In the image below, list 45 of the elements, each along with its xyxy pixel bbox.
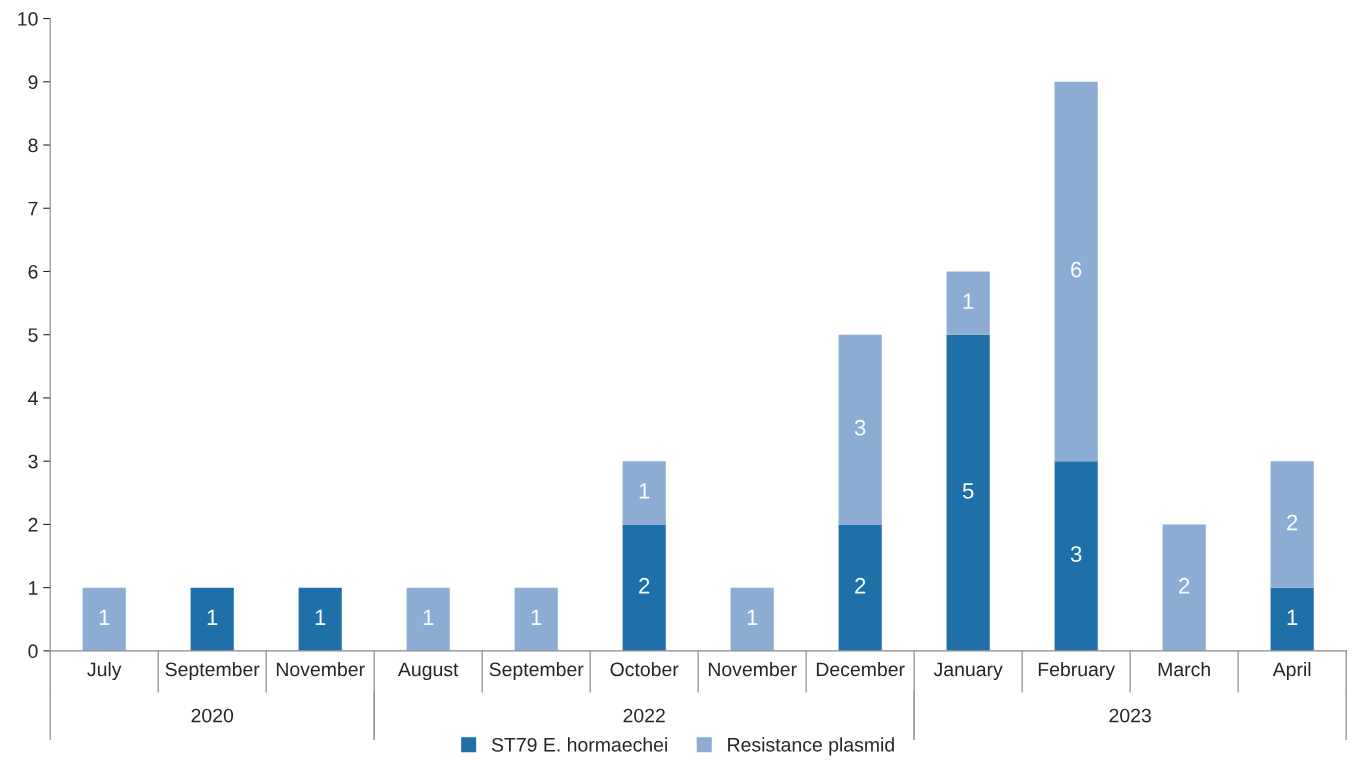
data-label: 6 bbox=[1071, 261, 1082, 278]
data-label: 5 bbox=[962, 483, 974, 499]
y-tick-label: 0 bbox=[28, 644, 38, 659]
x-tick-label: September bbox=[165, 661, 260, 681]
data-label: 3 bbox=[854, 419, 866, 436]
text: 2023 bbox=[1109, 708, 1151, 723]
x-tick-label: September bbox=[489, 661, 584, 681]
x-tick-label: December bbox=[816, 661, 905, 677]
data-label: 3 bbox=[1070, 546, 1082, 562]
x-tick-label: July bbox=[87, 661, 122, 681]
y-tick-label: 2 bbox=[28, 517, 38, 532]
y-tick-label: 6 bbox=[28, 264, 38, 279]
x-tick-label: October bbox=[610, 661, 679, 677]
legend-label: Resistance plasmid bbox=[728, 737, 894, 756]
x-tick-label: April bbox=[1272, 661, 1311, 681]
data-label: 1 bbox=[963, 293, 974, 309]
data-label: 1 bbox=[639, 483, 650, 499]
data-label: 2 bbox=[639, 577, 650, 594]
x-tick-label: November bbox=[276, 661, 365, 677]
data-label: 1 bbox=[1287, 609, 1298, 625]
y-tick-label: 10 bbox=[18, 12, 38, 26]
data-label: 1 bbox=[423, 609, 434, 625]
x-tick-label: March bbox=[1158, 661, 1210, 677]
y-tick-label: 4 bbox=[28, 391, 38, 405]
data-label: 1 bbox=[207, 609, 218, 625]
data-label: 1 bbox=[315, 609, 326, 625]
data-label: 1 bbox=[747, 609, 758, 625]
y-tick-label: 9 bbox=[28, 75, 38, 90]
data-label: 1 bbox=[531, 609, 542, 625]
y-tick-label: 1 bbox=[29, 581, 38, 595]
x-tick-label: February bbox=[1038, 661, 1116, 681]
x-tick-label: August bbox=[397, 662, 459, 681]
data-label: 2 bbox=[1179, 577, 1190, 594]
text: 2020 bbox=[191, 708, 234, 723]
y-tick-label: 3 bbox=[28, 454, 38, 469]
text: 2022 bbox=[623, 708, 665, 723]
x-tick-label: January bbox=[933, 662, 1003, 681]
data-label: 2 bbox=[1287, 514, 1298, 531]
y-tick-label: 8 bbox=[28, 138, 38, 153]
y-tick-label: 7 bbox=[28, 201, 38, 216]
data-label: 2 bbox=[855, 577, 866, 594]
data-label: 1 bbox=[99, 609, 110, 625]
x-tick-label: November bbox=[708, 661, 797, 677]
y-tick-label: 5 bbox=[28, 328, 38, 342]
legend-label: ST79 E. hormaechei bbox=[491, 737, 667, 752]
